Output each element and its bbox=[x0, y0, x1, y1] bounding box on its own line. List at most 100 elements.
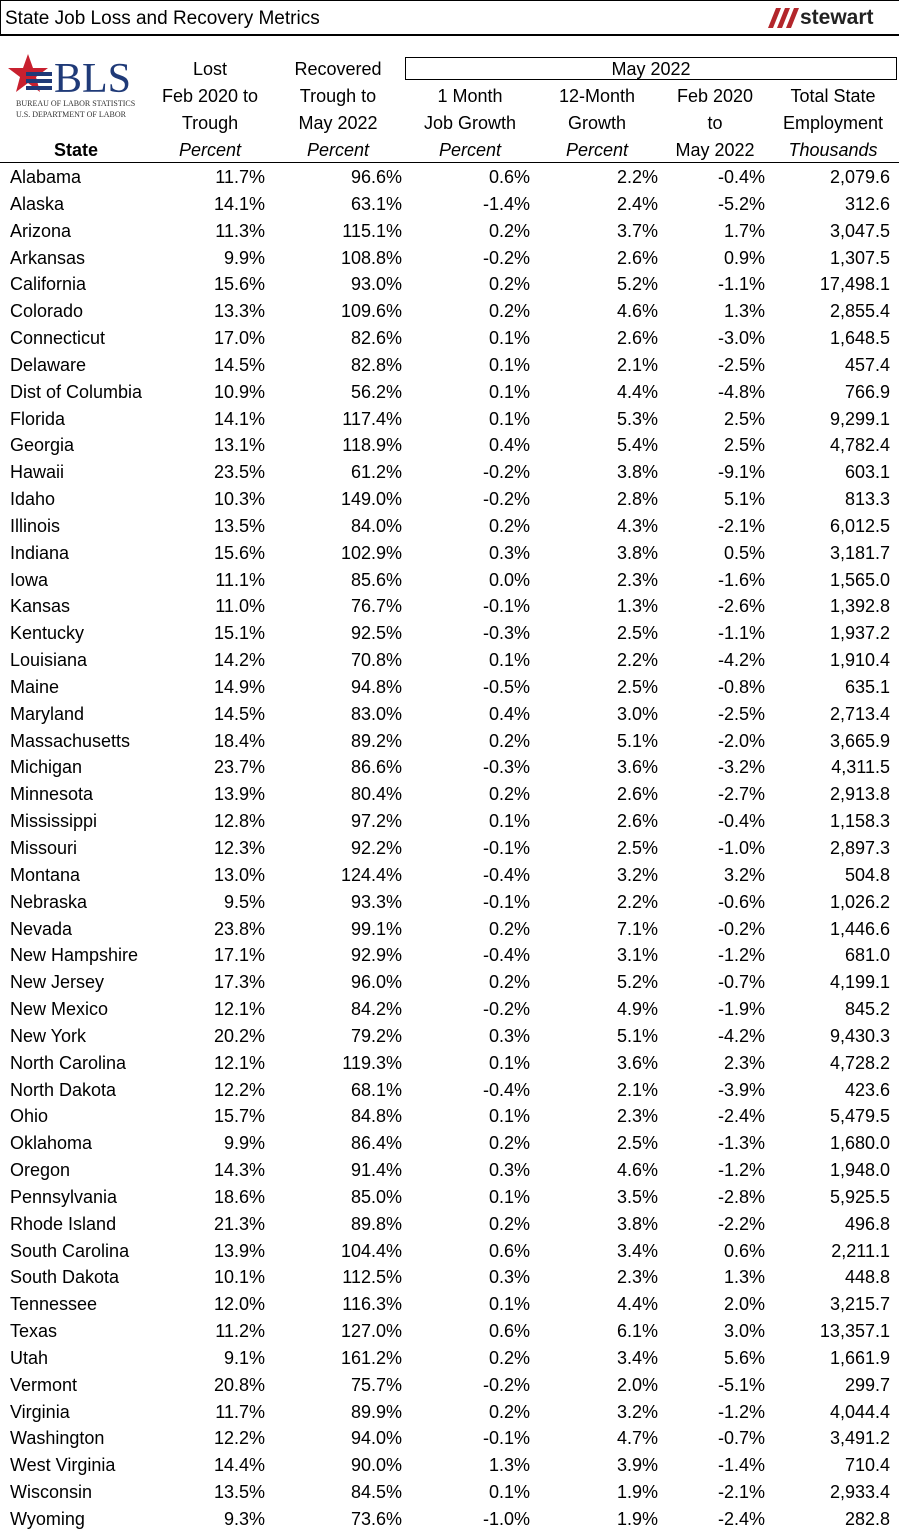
cell-value: 11.2% bbox=[215, 1321, 265, 1342]
cell-value: 0.2% bbox=[488, 784, 530, 805]
cell-value: 2.5% bbox=[616, 623, 658, 644]
column-header: Feb 2020 to bbox=[161, 86, 259, 106]
cell-value: 2.5% bbox=[723, 408, 765, 429]
cell-value: 2.4% bbox=[616, 193, 658, 214]
state-name: Tennessee bbox=[10, 1294, 98, 1315]
cell-value: 75.7% bbox=[350, 1374, 402, 1395]
cell-value: 9.3% bbox=[223, 1509, 265, 1529]
state-name: Florida bbox=[10, 408, 66, 429]
cell-value: 9.5% bbox=[223, 891, 265, 912]
column-header: May 2022 bbox=[298, 113, 378, 133]
cell-value: 127.0% bbox=[340, 1321, 402, 1342]
cell-value: 2,933.4 bbox=[829, 1482, 890, 1503]
cell-value: 84.2% bbox=[350, 999, 402, 1020]
cell-value: 1,648.5 bbox=[829, 328, 890, 349]
cell-value: 1,565.0 bbox=[829, 569, 890, 590]
cell-value: 15.7% bbox=[213, 1106, 265, 1127]
cell-value: 1.3% bbox=[723, 1267, 765, 1288]
cell-value: 97.2% bbox=[350, 811, 402, 832]
cell-value: 14.1% bbox=[213, 193, 265, 214]
cell-value: 448.8 bbox=[844, 1267, 890, 1288]
cell-value: 14.5% bbox=[213, 354, 265, 375]
cell-value: 1,307.5 bbox=[829, 247, 890, 268]
cell-value: -1.2% bbox=[717, 1401, 765, 1422]
state-name: North Carolina bbox=[10, 1052, 127, 1073]
cell-value: 3,665.9 bbox=[829, 730, 890, 751]
cell-value: 14.4% bbox=[213, 1455, 265, 1476]
cell-value: 13.0% bbox=[213, 864, 265, 885]
cell-value: 1.7% bbox=[723, 220, 765, 241]
cell-value: 766.9 bbox=[844, 381, 890, 402]
top-border bbox=[0, 0, 899, 1]
cell-value: -3.2% bbox=[717, 757, 765, 778]
cell-value: 14.1% bbox=[213, 408, 265, 429]
cell-value: 5.4% bbox=[616, 435, 658, 456]
state-name: Oklahoma bbox=[10, 1133, 93, 1154]
state-name: Maryland bbox=[10, 703, 85, 724]
state-name: Arizona bbox=[10, 220, 72, 241]
cell-value: 90.0% bbox=[350, 1455, 402, 1476]
cell-value: 82.6% bbox=[350, 328, 402, 349]
cell-value: 18.4% bbox=[213, 730, 265, 751]
column-header: Total State bbox=[790, 86, 876, 106]
cell-value: 92.5% bbox=[350, 623, 402, 644]
cell-value: 118.9% bbox=[342, 435, 402, 456]
cell-value: 84.0% bbox=[350, 515, 402, 536]
cell-value: -2.2% bbox=[717, 1213, 765, 1234]
cell-value: 3.1% bbox=[616, 945, 658, 966]
state-name: Arkansas bbox=[10, 247, 86, 268]
column-header: to bbox=[707, 113, 723, 133]
cell-value: 0.2% bbox=[488, 1347, 530, 1368]
cell-value: -0.4% bbox=[717, 811, 765, 832]
cell-value: 17.0% bbox=[213, 328, 265, 349]
cell-value: 635.1 bbox=[844, 676, 890, 697]
cell-value: -9.1% bbox=[717, 462, 765, 483]
cell-value: -3.0% bbox=[717, 328, 765, 349]
cell-value: 89.2% bbox=[350, 730, 402, 751]
cell-value: 13.1% bbox=[213, 435, 265, 456]
cell-value: 3.0% bbox=[616, 703, 658, 724]
cell-value: -0.7% bbox=[717, 1428, 765, 1449]
cell-value: -0.4% bbox=[482, 1079, 530, 1100]
cell-value: 13.9% bbox=[213, 784, 265, 805]
cell-value: -0.7% bbox=[717, 972, 765, 993]
cell-value: -4.2% bbox=[717, 650, 765, 671]
cell-value: -2.1% bbox=[717, 1482, 765, 1503]
cell-value: -2.6% bbox=[717, 596, 765, 617]
cell-value: 0.0% bbox=[488, 569, 530, 590]
state-name: Wyoming bbox=[10, 1509, 85, 1529]
cell-value: 2.6% bbox=[616, 328, 658, 349]
column-unit: Percent bbox=[178, 140, 242, 160]
cell-value: 61.2% bbox=[350, 462, 402, 483]
cell-value: 10.3% bbox=[213, 489, 265, 510]
cell-value: 112.5% bbox=[342, 1267, 402, 1288]
logo-name: BLS bbox=[54, 56, 132, 102]
cell-value: 2,855.4 bbox=[829, 301, 890, 322]
state-name: Colorado bbox=[10, 301, 84, 322]
cell-value: 73.6% bbox=[350, 1509, 402, 1529]
cell-value: 10.9% bbox=[213, 381, 265, 402]
header-rule bbox=[0, 162, 899, 163]
cell-value: 813.3 bbox=[844, 489, 890, 510]
cell-value: 1,661.9 bbox=[829, 1347, 890, 1368]
cell-value: 63.1% bbox=[350, 193, 402, 214]
cell-value: 83.0% bbox=[350, 703, 402, 724]
cell-value: 0.2% bbox=[488, 918, 530, 939]
column-header: Recovered bbox=[294, 59, 382, 79]
cell-value: 3,047.5 bbox=[829, 220, 890, 241]
cell-value: 3.6% bbox=[616, 1052, 658, 1073]
cell-value: 1,910.4 bbox=[829, 650, 890, 671]
cell-value: 92.9% bbox=[350, 945, 402, 966]
cell-value: -2.4% bbox=[717, 1106, 765, 1127]
cell-value: -1.1% bbox=[717, 623, 765, 644]
cell-value: 12.1% bbox=[213, 1052, 265, 1073]
cell-value: 1,948.0 bbox=[829, 1160, 890, 1181]
cell-value: 6.1% bbox=[616, 1321, 658, 1342]
cell-value: -0.1% bbox=[482, 596, 530, 617]
cell-value: -0.6% bbox=[717, 891, 765, 912]
cell-value: -0.2% bbox=[717, 918, 765, 939]
cell-value: 1,680.0 bbox=[829, 1133, 890, 1154]
cell-value: 1,026.2 bbox=[829, 891, 890, 912]
cell-value: 4.4% bbox=[616, 381, 658, 402]
cell-value: 2.0% bbox=[616, 1374, 658, 1395]
